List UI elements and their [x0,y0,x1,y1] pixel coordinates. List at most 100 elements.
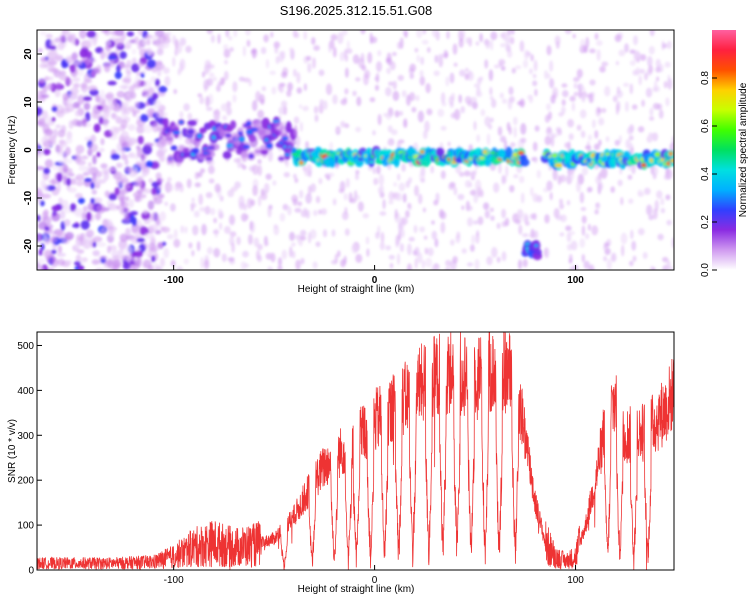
spectrogram-cell [55,124,62,129]
spectrogram-cell [599,182,604,191]
spectrogram-cell [199,127,207,134]
spectrogram-cell [510,142,516,148]
spectrogram-cell [222,151,232,160]
spectrogram-cell [51,106,58,112]
spectrogram-cell [419,226,425,233]
spectrogram-cell [227,257,235,262]
spectrogram-cell [422,130,428,140]
spectrogram-cell [508,86,514,96]
spectrogram-cell [257,109,265,119]
spectrogram-cell [465,37,471,44]
spectrogram-cell [254,150,262,154]
spectrogram-cell [406,263,413,270]
spectrogram-cell [155,172,162,180]
spectrogram-cell [170,259,176,267]
spectrogram-cell [94,197,103,204]
spectrogram-cell [137,135,144,145]
spectrogram-cell [164,201,169,206]
spectrogram-cell [86,30,97,39]
spectrogram-cell [81,117,88,126]
spectrogram-cell [484,59,489,69]
spectrogram-cell [250,199,256,206]
spectrogram-cell [104,39,112,47]
spectrogram-cell [440,221,446,234]
spectrogram-cell [43,167,51,175]
spectrogram-cell [91,114,102,120]
spectrogram-cell [559,198,563,205]
spectrogram-cell [248,153,254,159]
spectrogram-cell [172,34,176,45]
spectrogram-cell [92,250,101,257]
spectrogram-cell [155,217,161,226]
spectrogram-cell [388,191,395,201]
spectrogram-cell [652,208,658,220]
spectrogram-cell [417,110,425,123]
spectrogram-cell [584,145,592,150]
spectrogram-cell [165,136,174,142]
spectrogram-cell [577,83,584,91]
spectrogram-cell [624,101,629,112]
spectrogram-cell [414,257,418,269]
spectrogram-cell [368,160,375,164]
spectrogram-cell [646,204,653,216]
spectrogram-cell [459,69,466,77]
spectrogram-cell [402,193,407,203]
spectrogram-cell [76,159,86,166]
spectrogram-cell [319,99,324,105]
colorbar-tick-label: 0.2 [700,215,711,229]
spectrogram-cell [491,98,497,109]
spectrogram-cell [103,219,113,228]
snr-x-tick-label: 100 [567,575,584,586]
spectrogram-cell [473,169,477,175]
spectrogram-cell [136,237,146,243]
spectrogram-cell [257,159,262,165]
spectrogram-cell [610,252,617,263]
spectrogram-cell [208,178,215,184]
spectrogram-cell [291,242,296,247]
spectrogram-cell [431,30,439,38]
spectrogram-cell [199,96,205,105]
spectrogram-cell [315,241,321,247]
spectrogram-cell [604,247,611,256]
spectrogram-cell [534,88,538,97]
spectrogram-cell [514,65,522,70]
spectrogram-cell [78,165,88,172]
spectrogram-cell [396,253,401,265]
spectrogram-cell [397,74,405,81]
spectrogram-cell [516,208,524,219]
spectrogram-cell [398,182,406,192]
spectrogram-cell [561,99,566,106]
spectrogram-cell [449,72,455,84]
spectrogram-cell [448,95,455,106]
spectrogram-cell [65,259,73,265]
spectrogram-cell [67,172,75,177]
spectrogram-cell [388,81,394,86]
spectrogram-cell [463,170,471,177]
spectrogram-cell [287,82,293,92]
spectrogram-cell [662,43,668,49]
spectrogram-cell [128,137,137,144]
snr-series-line [37,332,674,570]
spectrogram-cell [178,134,183,139]
spectrogram-cell [305,193,312,204]
spectrogram-cell [582,44,588,52]
spectrogram-cell [527,94,533,100]
spectrogram-cell [60,141,68,148]
spectrogram-cell [424,120,430,133]
spectrogram-cell [587,134,593,141]
spectrogram-cell [86,211,92,222]
spectrogram-cell [285,121,292,133]
spectrogram-cell [197,171,203,178]
spectrogram-cell [155,265,163,270]
spectrogram-cell [513,174,519,179]
spectrogram-cell [465,67,469,73]
spectrogram-cell [124,196,130,202]
spectrogram-cell [663,81,668,89]
spectrogram-cell [61,60,68,69]
spectrogram-cell [43,148,51,156]
spectrogram-cell [571,102,576,112]
spectrogram-cell [458,94,462,104]
spectrogram-cell [289,47,294,53]
spectrogram-cell [166,176,172,182]
